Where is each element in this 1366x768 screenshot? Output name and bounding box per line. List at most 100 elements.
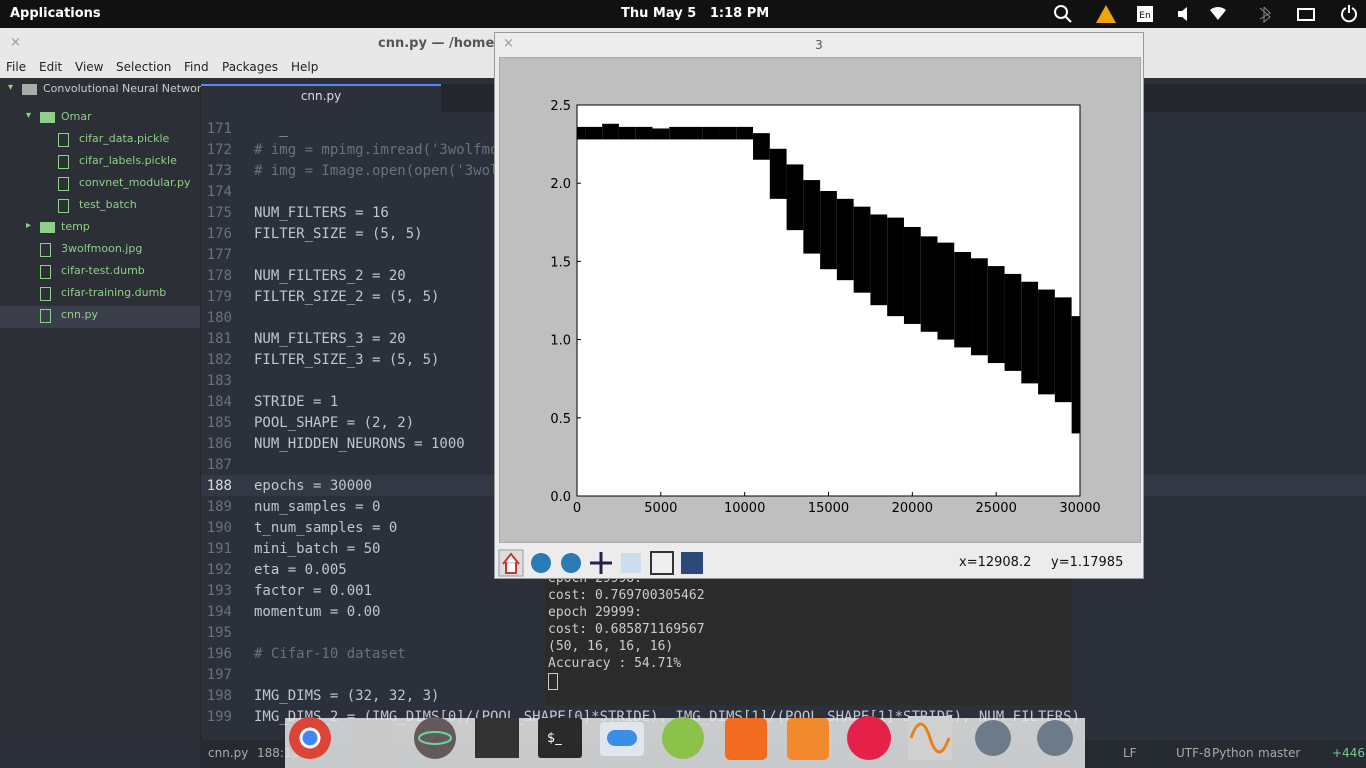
cursor-x: x=12908.2 xyxy=(959,555,1032,570)
line-number: 188 xyxy=(206,478,232,494)
code-line: FILTER_SIZE = (5, 5) xyxy=(254,226,423,242)
status-changes[interactable]: +446 xyxy=(1332,746,1365,760)
line-number: 179 xyxy=(206,289,232,305)
close-button[interactable]: × xyxy=(10,35,21,50)
menu-item[interactable]: Help xyxy=(291,60,319,74)
line-number: 192 xyxy=(206,562,232,578)
tree-item[interactable]: cifar_data.pickle xyxy=(79,132,170,145)
back-button[interactable] xyxy=(531,553,551,573)
disclosure-arrow: ▸ xyxy=(26,220,32,231)
code-line: STRIDE = 1 xyxy=(254,394,339,410)
line-number: 195 xyxy=(206,625,232,641)
status-branch[interactable]: master xyxy=(1258,746,1301,760)
folder-icon xyxy=(40,222,55,233)
keyboard-layout[interactable]: En xyxy=(1139,11,1150,21)
status-file[interactable]: cnn.py xyxy=(208,746,249,760)
file-icon xyxy=(58,199,69,213)
status-encoding[interactable]: UTF-8 xyxy=(1176,746,1211,760)
range-band xyxy=(635,126,653,140)
line-number: 177 xyxy=(206,247,232,263)
file-icon xyxy=(40,265,51,279)
tree-item[interactable]: Omar xyxy=(61,110,92,123)
disclosure-arrow: ▾ xyxy=(26,110,32,121)
file-icon xyxy=(40,243,51,257)
subplots-button[interactable] xyxy=(650,551,674,575)
code-line: num_samples = 0 xyxy=(254,499,381,515)
range-band xyxy=(954,252,972,348)
line-number: 198 xyxy=(206,688,232,704)
range-band xyxy=(786,164,804,231)
pan-button[interactable] xyxy=(590,552,612,574)
save-button[interactable] xyxy=(681,552,703,574)
code-line: FILTER_SIZE_2 = (5, 5) xyxy=(254,289,440,305)
code-line: # Cifar-10 dataset xyxy=(254,646,406,662)
y-tick-label: 0.5 xyxy=(550,412,571,427)
y-tick-label: 2.5 xyxy=(550,99,571,114)
applications-menu[interactable]: Applications xyxy=(10,6,101,21)
zoom-button[interactable] xyxy=(621,553,641,573)
menu-item[interactable]: Find xyxy=(184,60,209,74)
tree-item[interactable]: cifar-training.dumb xyxy=(61,286,167,299)
x-tick-label: 25000 xyxy=(975,501,1016,516)
tab[interactable]: cnn.py xyxy=(300,89,342,103)
close-button[interactable]: × xyxy=(503,36,514,51)
range-band xyxy=(602,123,619,140)
code-line: momentum = 0.00 xyxy=(254,604,381,620)
tree-item[interactable]: cifar-test.dumb xyxy=(61,264,145,277)
tree-view: ▾ Convolutional Neural Network ▾ Omar cifar_… xyxy=(0,78,208,740)
code-line: factor = 0.001 xyxy=(254,583,373,599)
range-band xyxy=(1038,289,1055,395)
line-number: 187 xyxy=(206,457,232,473)
status-line-ending[interactable]: LF xyxy=(1123,746,1137,760)
file-icon xyxy=(58,133,69,147)
x-tick-label: 15000 xyxy=(808,501,849,516)
file-icon xyxy=(40,287,51,301)
line-number: 183 xyxy=(206,373,232,389)
line-number: 189 xyxy=(206,499,232,515)
line-number: 178 xyxy=(206,268,232,284)
menu-item[interactable]: Packages xyxy=(222,60,278,74)
clock[interactable]: Thu May 5 1:18 PM xyxy=(621,6,770,21)
file-icon xyxy=(40,309,51,323)
tree-item[interactable]: 3wolfmoon.jpg xyxy=(61,242,143,255)
menu-item[interactable]: File xyxy=(6,60,27,74)
terminal-line: cost: 0.769700305462 xyxy=(548,588,705,603)
code-line: NUM_HIDDEN_NEURONS = 1000 xyxy=(254,436,465,452)
line-number: 186 xyxy=(206,436,232,452)
forward-button[interactable] xyxy=(561,553,581,573)
range-band xyxy=(685,126,703,140)
menu-item[interactable]: View xyxy=(75,60,104,74)
x-tick-label: 10000 xyxy=(724,501,765,516)
y-tick-label: 2.0 xyxy=(550,177,571,192)
tree-item[interactable]: cifar_labels.pickle xyxy=(79,154,177,167)
range-band xyxy=(836,198,854,281)
menu-item[interactable]: Selection xyxy=(116,60,172,74)
tree-item[interactable]: temp xyxy=(61,220,90,233)
tray-icons: En xyxy=(1054,5,1357,24)
line-number: 184 xyxy=(206,394,232,410)
range-band xyxy=(803,180,821,254)
figure-title: 3 xyxy=(815,38,823,52)
tree-item[interactable]: Convolutional Neural Network xyxy=(43,82,208,95)
terminal-line: epoch 29999: xyxy=(548,605,642,620)
range-band xyxy=(618,126,636,140)
code-line: FILTER_SIZE_3 = (5, 5) xyxy=(254,352,440,368)
line-number: 182 xyxy=(206,352,232,368)
selection xyxy=(0,306,200,328)
range-band xyxy=(937,242,955,340)
code-line: epochs = 30000 xyxy=(254,478,373,494)
dock: $_ xyxy=(285,716,1085,768)
range-band xyxy=(652,128,670,140)
menu-item[interactable]: Edit xyxy=(39,60,63,74)
code-line: _ xyxy=(254,121,288,137)
line-number: 191 xyxy=(206,541,232,557)
range-band xyxy=(971,258,988,356)
tree-item[interactable]: cnn.py xyxy=(61,308,98,321)
tree-item[interactable]: convnet_modular.py xyxy=(79,176,191,189)
folder-icon xyxy=(40,112,55,123)
tree-item[interactable]: test_batch xyxy=(79,198,137,211)
code-line: NUM_FILTERS = 16 xyxy=(254,205,389,221)
line-number: 174 xyxy=(206,184,232,200)
line-number: 173 xyxy=(206,163,232,179)
status-grammar[interactable]: Python xyxy=(1212,746,1254,760)
